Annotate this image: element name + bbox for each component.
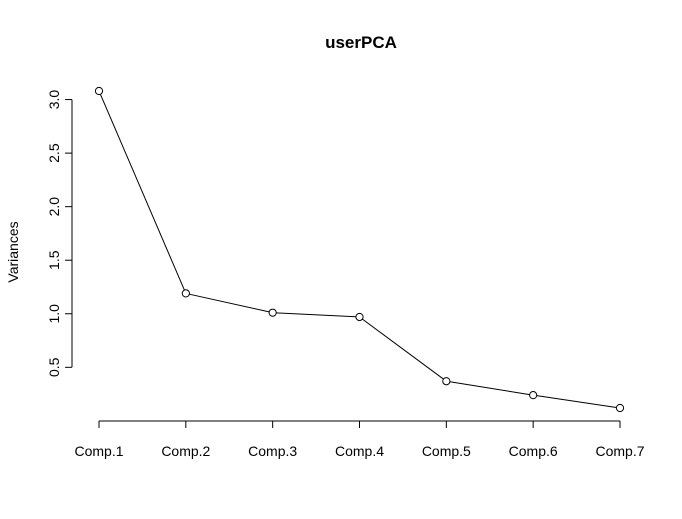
data-point [442, 377, 451, 386]
data-point [268, 308, 277, 317]
data-point [94, 86, 104, 96]
x-tick-label: Comp.4 [335, 443, 384, 459]
line-segment [99, 94, 185, 291]
y-tick-label: 3.0 [46, 90, 62, 110]
x-axis: Comp.1 Comp.2 Comp.3 Comp.4 Comp.5 Comp.6 Comp… [74, 420, 645, 459]
line-segment [449, 381, 530, 396]
y-axis-label: Variances [5, 221, 21, 282]
series-variances [94, 86, 625, 413]
data-point [529, 391, 538, 400]
line-segment [189, 293, 270, 313]
line-segment [276, 312, 356, 318]
chart-title: userPCA [325, 33, 397, 52]
line-segment [362, 318, 444, 380]
x-tick-label: Comp.7 [595, 443, 644, 459]
y-axis: 0.5 1.0 1.5 2.0 2.5 3.0 [46, 90, 73, 377]
y-tick-label: 1.5 [46, 250, 62, 270]
y-tick-label: 0.5 [46, 357, 62, 377]
y-tick-label: 1.0 [46, 304, 62, 324]
x-tick-label: Comp.1 [74, 443, 123, 459]
x-tick-label: Comp.3 [248, 443, 297, 459]
data-point [355, 312, 364, 322]
line-segment [536, 395, 617, 408]
x-tick-label: Comp.2 [161, 443, 210, 459]
data-point [615, 403, 625, 413]
y-tick-label: 2.5 [46, 143, 62, 163]
x-tick-label: Comp.6 [509, 443, 558, 459]
y-tick-label: 2.0 [46, 197, 62, 217]
data-point [181, 289, 190, 298]
x-tick-label: Comp.5 [422, 443, 471, 459]
